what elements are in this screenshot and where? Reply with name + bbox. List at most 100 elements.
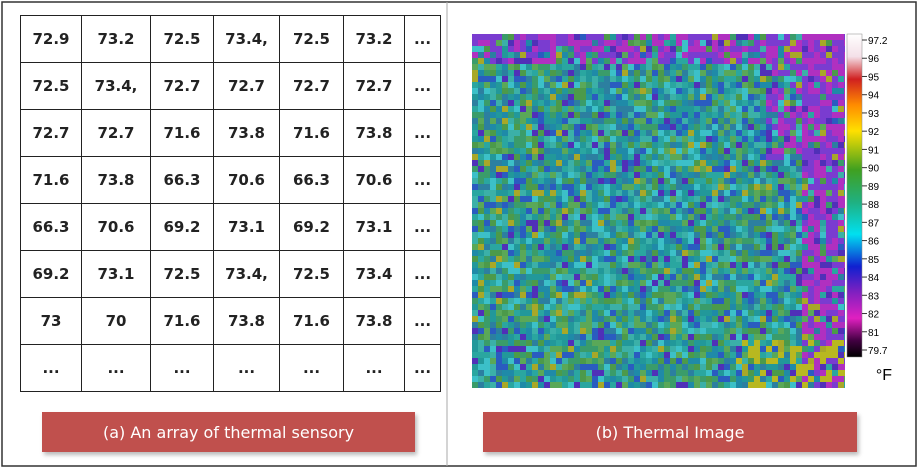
image-pixel — [820, 154, 826, 160]
image-pixel — [682, 232, 688, 238]
image-pixel — [550, 370, 556, 376]
image-pixel — [508, 82, 514, 88]
table-cell: 66.3 — [151, 157, 214, 204]
image-pixel — [622, 166, 628, 172]
image-pixel — [556, 310, 562, 316]
image-pixel — [700, 190, 706, 196]
image-pixel — [586, 142, 592, 148]
image-pixel — [844, 292, 845, 298]
image-pixel — [664, 124, 670, 130]
image-pixel — [556, 346, 562, 352]
image-pixel — [772, 154, 778, 160]
image-pixel — [814, 268, 820, 274]
image-pixel — [496, 346, 502, 352]
image-pixel — [646, 58, 652, 64]
image-pixel — [832, 58, 838, 64]
table-cell: 73.8 — [82, 157, 151, 204]
image-pixel — [622, 328, 628, 334]
image-pixel — [760, 208, 766, 214]
image-pixel — [538, 40, 544, 46]
image-pixel — [598, 286, 604, 292]
image-pixel — [694, 262, 700, 268]
image-pixel — [478, 370, 484, 376]
image-pixel — [718, 190, 724, 196]
image-pixel — [712, 232, 718, 238]
image-pixel — [760, 136, 766, 142]
image-pixel — [478, 262, 484, 268]
image-pixel — [526, 202, 532, 208]
image-pixel — [676, 196, 682, 202]
image-pixel — [712, 46, 718, 52]
image-pixel — [568, 214, 574, 220]
image-pixel — [670, 262, 676, 268]
image-pixel — [760, 58, 766, 64]
image-pixel — [730, 262, 736, 268]
image-pixel — [664, 82, 670, 88]
image-pixel — [646, 376, 652, 382]
image-pixel — [598, 226, 604, 232]
image-pixel — [826, 46, 832, 52]
image-pixel — [478, 88, 484, 94]
image-pixel — [592, 334, 598, 340]
image-pixel — [742, 208, 748, 214]
image-pixel — [622, 214, 628, 220]
image-pixel — [766, 286, 772, 292]
image-pixel — [484, 250, 490, 256]
image-pixel — [826, 316, 832, 322]
image-pixel — [838, 328, 844, 334]
image-pixel — [718, 88, 724, 94]
image-pixel — [826, 148, 832, 154]
image-pixel — [682, 376, 688, 382]
image-pixel — [688, 256, 694, 262]
image-pixel — [784, 328, 790, 334]
image-pixel — [724, 292, 730, 298]
image-pixel — [640, 166, 646, 172]
image-pixel — [682, 130, 688, 136]
image-pixel — [658, 382, 664, 388]
image-pixel — [802, 88, 808, 94]
image-pixel — [556, 226, 562, 232]
image-pixel — [592, 40, 598, 46]
image-pixel — [778, 334, 784, 340]
image-pixel — [742, 82, 748, 88]
image-pixel — [844, 70, 845, 76]
image-pixel — [772, 220, 778, 226]
image-pixel — [634, 166, 640, 172]
image-pixel — [550, 100, 556, 106]
image-pixel — [622, 238, 628, 244]
image-pixel — [598, 40, 604, 46]
image-pixel — [532, 178, 538, 184]
image-pixel — [550, 262, 556, 268]
image-pixel — [646, 94, 652, 100]
image-pixel — [496, 214, 502, 220]
image-pixel — [838, 280, 844, 286]
image-pixel — [640, 268, 646, 274]
table-cell: ... — [21, 345, 82, 392]
image-pixel — [676, 100, 682, 106]
image-pixel — [766, 130, 772, 136]
image-pixel — [700, 220, 706, 226]
image-pixel — [526, 316, 532, 322]
image-pixel — [742, 178, 748, 184]
image-pixel — [610, 226, 616, 232]
image-pixel — [628, 214, 634, 220]
image-pixel — [712, 172, 718, 178]
image-pixel — [688, 82, 694, 88]
image-pixel — [682, 118, 688, 124]
image-pixel — [574, 328, 580, 334]
image-pixel — [484, 304, 490, 310]
image-pixel — [538, 328, 544, 334]
image-pixel — [592, 316, 598, 322]
image-pixel — [634, 106, 640, 112]
image-pixel — [580, 202, 586, 208]
image-pixel — [796, 154, 802, 160]
image-pixel — [826, 70, 832, 76]
image-pixel — [700, 346, 706, 352]
image-pixel — [610, 136, 616, 142]
image-pixel — [778, 88, 784, 94]
image-pixel — [502, 136, 508, 142]
image-pixel — [556, 334, 562, 340]
image-pixel — [520, 106, 526, 112]
image-pixel — [676, 70, 682, 76]
image-pixel — [526, 214, 532, 220]
